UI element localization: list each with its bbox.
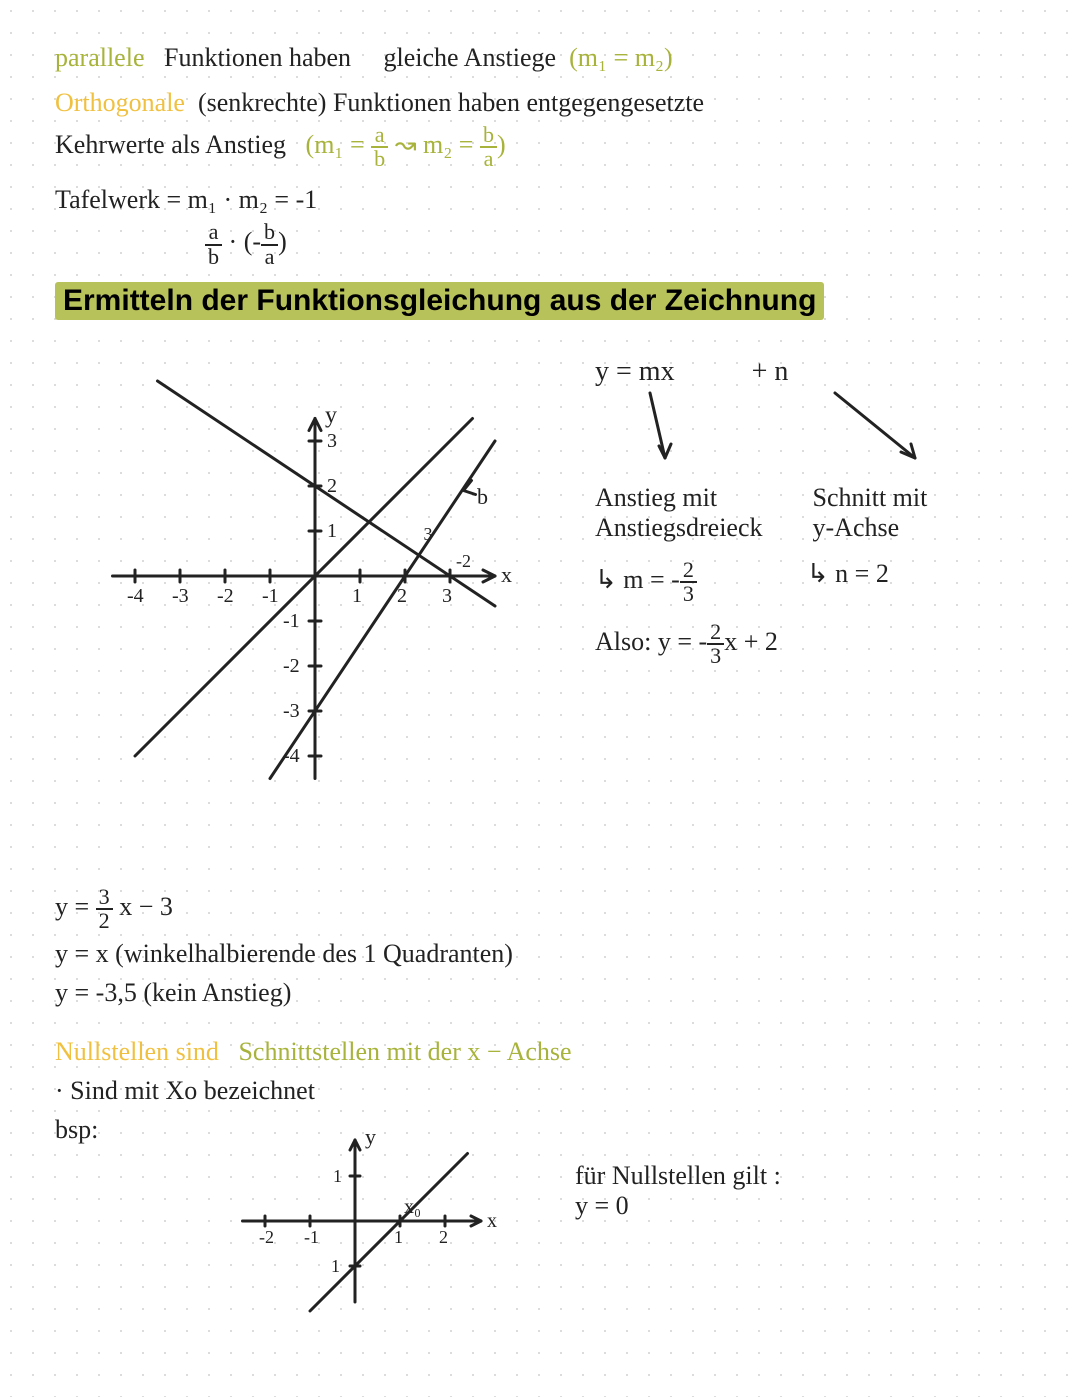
chart1-svg: xy-4-3-2-1123123-1-2-3-43-2b [55,326,575,866]
arrow-left [650,393,665,458]
txt: + n [752,356,789,387]
svg-text:1: 1 [394,1227,403,1247]
svg-text:-2: -2 [259,1227,274,1247]
txt: Anstiegsdreieck [595,513,763,543]
txt: Schnittstellen mit der x − Achse [238,1037,571,1066]
line-ortho-1: Orthogonale (senkrechte) Funktionen habe… [55,85,1025,120]
formula-parallel: (m₁ = m₂) [569,43,673,72]
result-line: Also: y = -23x + 2 [595,621,1035,667]
word-orthogonale: Orthogonale [55,88,185,117]
svg-text:-1: -1 [262,585,279,607]
labels-row: Anstieg mit Anstiegsdreieck Schnitt mit … [595,483,1035,543]
value-m: ↳ m = -23 [595,559,697,605]
arrows-svg [595,388,995,478]
txt: y = mx [595,356,675,387]
svg-text:x: x [487,1210,497,1232]
chart1-notes: y = mx + n Anstieg mit Anstiegsdreieck S… [595,356,1035,667]
txt: Kehrwerte als Anstieg [55,130,286,159]
txt: ↳ m = - [595,565,680,594]
frac-n: 2 [707,621,724,645]
section-heading: Ermitteln der Funktionsgleichung aus der… [55,282,824,320]
svg-text:3: 3 [442,585,452,607]
svg-text:y: y [325,402,337,428]
line-tafelwerk-frac: ab · (-ba) [55,221,1025,267]
txt: ) [278,228,287,257]
svg-text:1: 1 [352,585,362,607]
svg-text:-3: -3 [283,700,300,722]
svg-text:-2: -2 [217,585,234,607]
frac-d: 3 [680,583,697,605]
label-anstieg: Anstieg mit Anstiegsdreieck [595,483,763,543]
chart2-notes: für Nullstellen gilt : y = 0 [575,1161,781,1221]
txt: Schnitt mit [813,483,928,513]
frac-d: 3 [707,645,724,667]
txt: · (- [222,228,261,257]
chart2-svg: xy-2-11211x₀ [205,1121,545,1331]
svg-text:-1: -1 [283,610,300,632]
txt: (m₁ = [306,130,372,159]
txt: Also: y = - [595,627,707,656]
txt: Funktionen haben [164,43,351,72]
txt: y = [55,892,96,921]
frac-n: b [480,124,497,148]
txt: gleiche Anstiege [384,43,557,72]
frac-d: b [371,148,388,170]
line-ortho-2: Kehrwerte als Anstieg (m₁ = ab ↝ m₂ = ba… [55,124,1025,170]
txt: Nullstellen sind [55,1037,219,1066]
svg-text:y: y [365,1124,376,1149]
frac-d: b [205,246,222,268]
fn-1: y = 32 x − 3 [55,886,1025,932]
frac-d: 2 [96,910,113,932]
svg-text:1: 1 [331,1256,340,1276]
svg-text:b: b [477,484,488,509]
svg-text:3: 3 [327,430,337,452]
frac-n: b [261,221,278,245]
null-line-2: · Sind mit Xo bezeichnet [55,1073,1025,1108]
txt: ) [497,130,506,159]
frac-n: 2 [680,559,697,583]
svg-text:x: x [501,562,512,587]
svg-text:3: 3 [424,524,433,544]
txt: y-Achse [813,513,928,543]
svg-text:-2: -2 [283,655,300,677]
label-schnitt: Schnitt mit y-Achse [813,483,928,543]
value-n: ↳ n = 2 [807,559,889,605]
formula-ortho: (m₁ = ab ↝ m₂ = ba) [299,130,506,159]
svg-text:x₀: x₀ [404,1196,421,1218]
frac-d: a [261,246,278,268]
frac-n: a [371,124,388,148]
line-parallel: parallele Funktionen haben gleiche Ansti… [55,40,1025,75]
txt: Anstieg mit [595,483,763,513]
word-parallele: parallele [55,43,145,72]
fn-2: y = x (winkelhalbierende des 1 Quadrante… [55,936,1025,971]
frac-n: 3 [96,886,113,910]
txt: ↝ m₂ = [388,130,480,159]
txt: x − 3 [113,892,173,921]
svg-text:-3: -3 [172,585,189,607]
frac-n: a [205,221,222,245]
svg-text:-2: -2 [456,551,471,571]
svg-text:2: 2 [439,1227,448,1247]
null-line-1: Nullstellen sind Schnittstellen mit der … [55,1034,1025,1069]
fn-3: y = -3,5 (kein Anstieg) [55,975,1025,1010]
frac-d: a [480,148,497,170]
line-tafelwerk: Tafelwerk = m₁ · m₂ = -1 [55,182,1025,217]
eq-y-mx-n: y = mx + n [595,356,1035,388]
arrow-right [835,393,915,458]
txt: x + 2 [724,627,778,656]
txt: (senkrechte) Funktionen haben entgegenge… [198,88,704,117]
txt: Tafelwerk = m₁ · m₂ = -1 [55,185,317,214]
chart1-region: xy-4-3-2-1123123-1-2-3-43-2b y = mx + n … [55,326,1025,886]
svg-text:-1: -1 [304,1227,319,1247]
values-row: ↳ m = -23 ↳ n = 2 [595,559,1035,605]
txt: y = 0 [575,1191,781,1221]
chart2-region: xy-2-11211x₀ für Nullstellen gilt : y = … [55,1151,1025,1371]
svg-text:1: 1 [327,520,337,542]
svg-text:-4: -4 [127,585,144,607]
svg-text:1: 1 [333,1166,342,1186]
txt: für Nullstellen gilt : [575,1161,781,1191]
